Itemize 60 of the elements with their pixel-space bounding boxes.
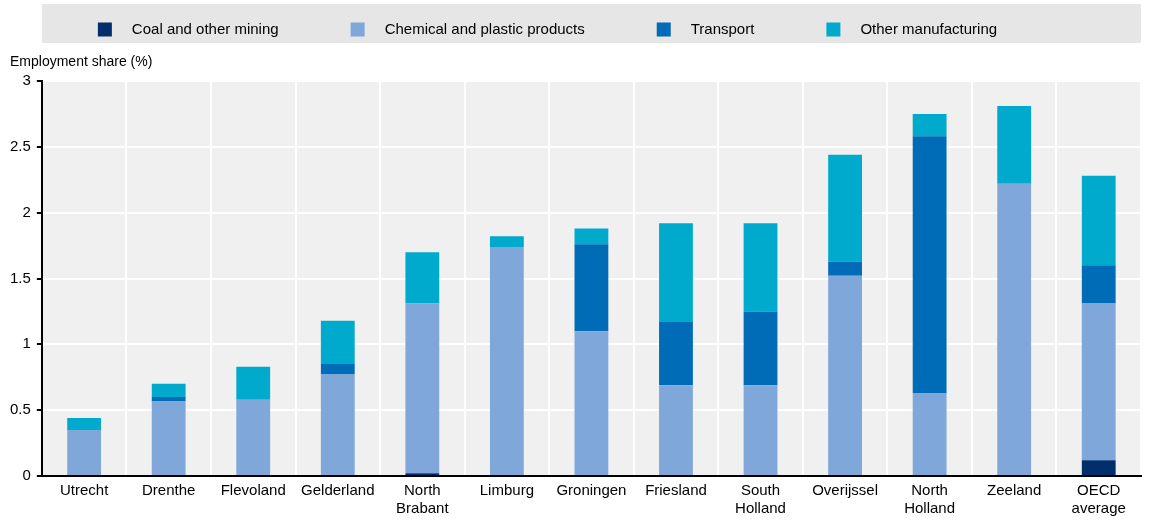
bar	[405, 303, 440, 474]
y-tick-label: 2.5	[9, 136, 31, 154]
bar	[151, 400, 186, 475]
legend-label: Transport	[678, 19, 805, 37]
bar	[828, 261, 862, 276]
x-tick-label: South Holland	[735, 481, 786, 517]
bar	[828, 275, 862, 475]
bar	[405, 252, 440, 304]
bar	[320, 374, 355, 475]
bar	[320, 364, 355, 375]
legend-label: Other manufacturing	[847, 19, 1048, 37]
bar	[1081, 460, 1116, 475]
bar	[659, 321, 693, 386]
bar	[1081, 175, 1116, 266]
x-tick-label: North Holland	[904, 481, 956, 517]
x-tick-label: Overijssel	[812, 481, 879, 499]
bar	[151, 397, 186, 401]
y-tick-label: 3	[22, 71, 31, 89]
y-tick-label: 2	[22, 202, 31, 220]
x-tick-label: Friesland	[645, 481, 707, 499]
y-tick-label: 0.5	[9, 400, 31, 418]
x-tick-label: Limburg	[479, 481, 534, 499]
x-tick-label: Flevoland	[220, 481, 286, 499]
bar	[743, 223, 778, 312]
legend-label: Coal and other mining	[119, 19, 329, 37]
bar	[912, 393, 947, 475]
bar	[320, 320, 355, 365]
bar	[67, 418, 102, 430]
x-tick-label: Utrecht	[59, 481, 110, 499]
x-tick-label: Gelderland	[301, 481, 375, 499]
bar	[67, 429, 102, 475]
bar	[743, 385, 778, 475]
y-axis-title: Employment share (%)	[10, 52, 153, 69]
bar	[1081, 265, 1116, 304]
bar	[236, 366, 271, 400]
x-tick-label: Groningen	[556, 481, 627, 499]
bar	[659, 223, 693, 322]
x-tick-label: Zeeland	[987, 481, 1042, 499]
bar	[912, 136, 947, 394]
bar	[1081, 303, 1116, 461]
bar	[997, 106, 1032, 184]
bar	[659, 385, 693, 475]
bar	[574, 331, 609, 475]
bar	[997, 183, 1032, 475]
bar	[743, 311, 778, 386]
x-tick-label: Drenthe	[141, 481, 196, 499]
y-tick-label: 1	[22, 334, 31, 352]
x-tick-label: OECD average	[1071, 481, 1126, 517]
bar	[489, 246, 524, 475]
y-tick-label: 0	[22, 466, 31, 484]
bar	[574, 228, 609, 245]
bar	[574, 244, 609, 332]
bar	[489, 236, 524, 247]
bar	[912, 113, 947, 137]
bar	[236, 399, 271, 475]
bar	[151, 383, 186, 397]
x-tick-label: North Brabant	[396, 481, 450, 517]
bar	[828, 154, 862, 262]
legend-label: Chemical and plastic products	[372, 19, 635, 37]
y-tick-label: 1.5	[9, 268, 31, 286]
